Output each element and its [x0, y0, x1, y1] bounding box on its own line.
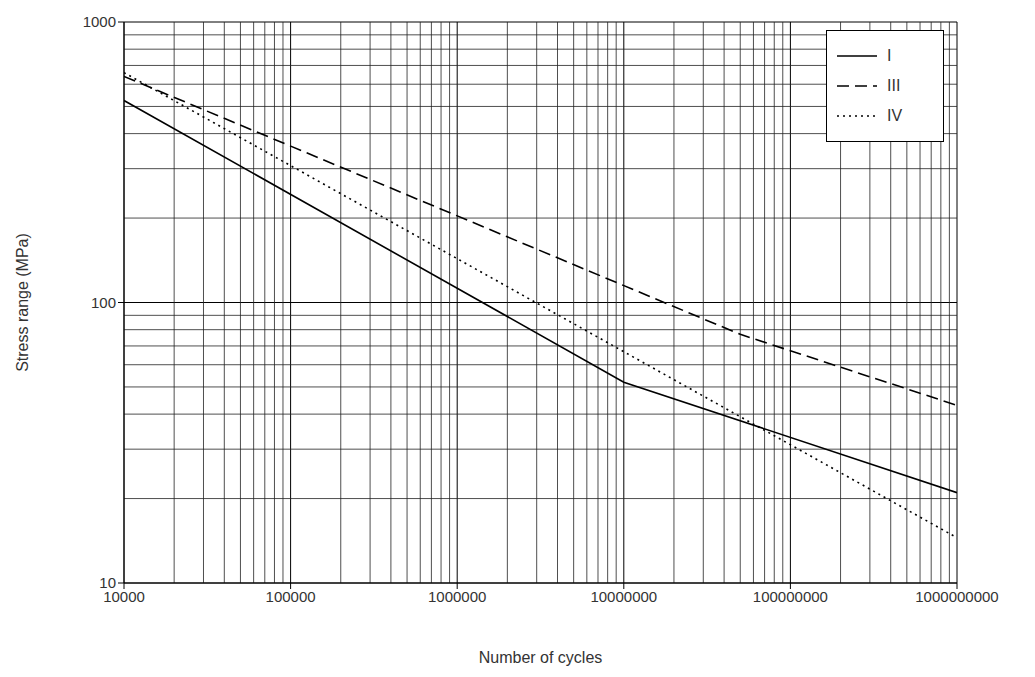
svg-text:10: 10: [99, 574, 116, 591]
svg-text:1000000000: 1000000000: [915, 588, 998, 605]
html-text:III: III: [887, 77, 901, 94]
svg-text:Number of cycles: Number of cycles: [479, 649, 603, 666]
html-text:IV: IV: [887, 107, 903, 124]
svg-text:10000: 10000: [103, 587, 145, 605]
html-text:I: I: [887, 47, 892, 64]
svg-text:Stress range (MPa): Stress range (MPa): [14, 233, 31, 372]
svg-text:100000: 100000: [266, 588, 316, 605]
svg-text:100: 100: [91, 294, 116, 311]
svg-text:1000: 1000: [83, 13, 116, 30]
svg-text:10000000: 10000000: [590, 588, 657, 605]
svg-text:1000000: 1000000: [428, 588, 486, 605]
svg-text:100000000: 100000000: [753, 588, 828, 605]
